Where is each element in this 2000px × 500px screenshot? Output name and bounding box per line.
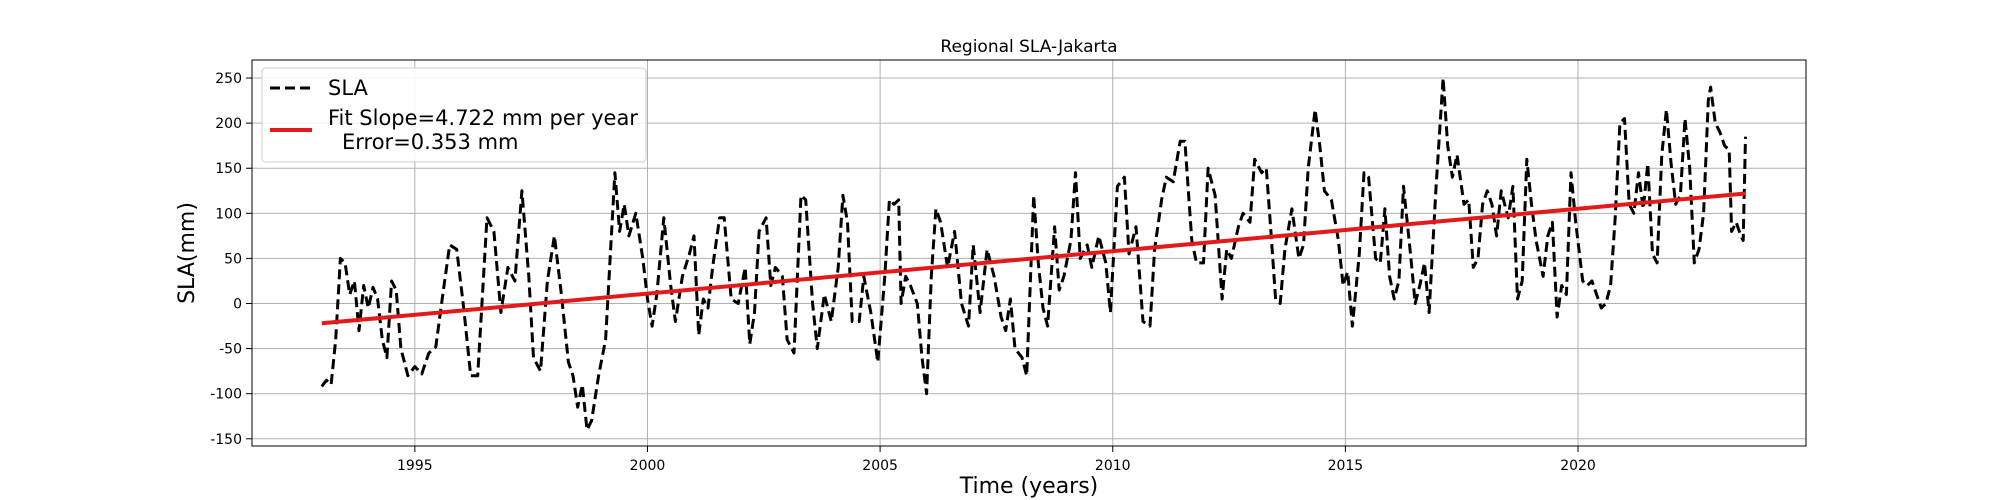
y-tick-label: 250 [215,71,242,87]
y-tick-label: 150 [215,161,242,177]
x-tick-label: 1995 [397,458,433,474]
y-tick-label: 50 [224,251,242,267]
legend-fit-label: Fit Slope=4.722 mm per year [328,106,638,130]
x-tick-label: 2000 [630,458,666,474]
series-layer [320,76,1747,432]
legend-fit-error-label: Error=0.353 mm [342,130,519,154]
y-tick-label: 0 [233,297,242,313]
x-tick-label: 2015 [1328,458,1364,474]
fit-trend-line [321,191,1746,326]
y-axis-label: SLA(mm) [175,202,200,304]
y-tick-label: -50 [219,342,242,358]
x-axis-label: Time (years) [959,474,1099,499]
chart-title: Regional SLA-Jakarta [940,37,1117,57]
y-tick-label: 200 [215,116,242,132]
x-tick-label: 2020 [1560,458,1596,474]
y-tick-label: -150 [210,432,242,448]
legend: SLA Fit Slope=4.722 mm per year Error=0.… [261,67,647,163]
sla-series-line [320,76,1747,432]
ticks: 1995 2000 2005 2010 2015 2020 -150 -100 -50 0 50 10… [210,71,1596,474]
x-tick-label: 2005 [862,458,898,474]
legend-sla-label: SLA [328,76,369,100]
y-tick-label: -100 [210,387,242,403]
legend-box [261,67,647,163]
y-tick-label: 100 [215,206,242,222]
plot-area-frame [251,59,1807,447]
x-tick-label: 2010 [1095,458,1131,474]
